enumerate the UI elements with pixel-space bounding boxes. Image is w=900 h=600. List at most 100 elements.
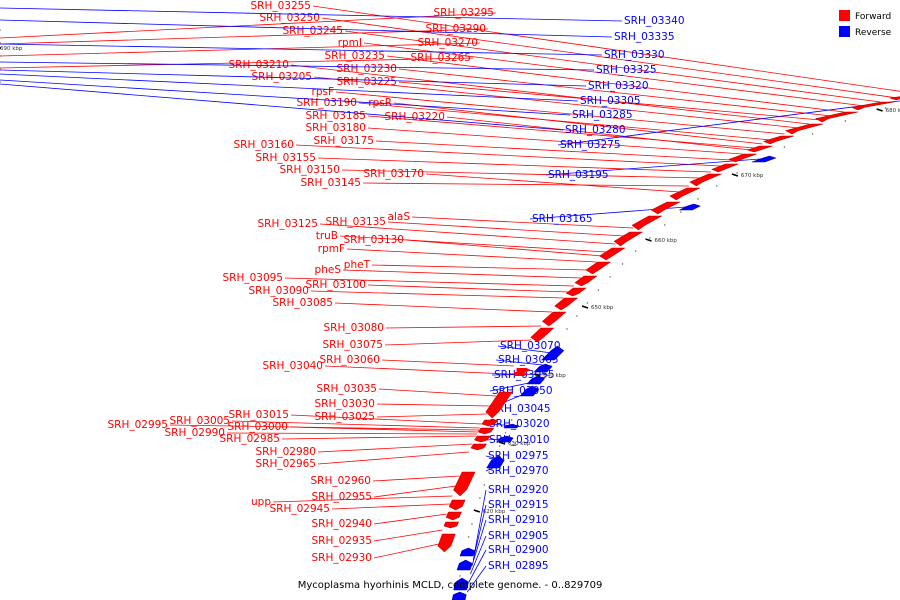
forward-label-leader bbox=[289, 426, 478, 433]
reverse-gene[interactable] bbox=[751, 155, 777, 163]
reverse-gene[interactable] bbox=[533, 363, 553, 373]
reverse-label-leader bbox=[468, 549, 487, 583]
forward-gene[interactable] bbox=[530, 327, 555, 343]
forward-gene[interactable] bbox=[850, 101, 895, 111]
forward-label-leader bbox=[169, 424, 479, 431]
forward-gene[interactable] bbox=[669, 187, 701, 201]
forward-gene-label: upp bbox=[251, 496, 271, 508]
forward-gene[interactable] bbox=[477, 427, 495, 435]
forward-label-leader bbox=[324, 365, 509, 375]
forward-gene[interactable] bbox=[516, 368, 531, 372]
reverse-gene-label: SRH_02915 bbox=[488, 499, 549, 511]
reverse-gene[interactable] bbox=[456, 559, 473, 571]
forward-gene[interactable] bbox=[613, 231, 644, 247]
reverse-label-leader bbox=[466, 565, 487, 593]
forward-gene-label: SRH_03005 bbox=[169, 415, 230, 427]
forward-label-leader bbox=[376, 403, 491, 407]
forward-gene[interactable] bbox=[554, 297, 579, 311]
forward-label-leader bbox=[411, 216, 634, 229]
forward-label-leader bbox=[290, 414, 482, 425]
forward-label-leader bbox=[331, 503, 451, 510]
reverse-gene-label: SRH_03275 bbox=[560, 139, 621, 151]
forward-gene-label: pheS bbox=[315, 264, 342, 276]
forward-gene[interactable] bbox=[481, 419, 499, 427]
tick-mark bbox=[534, 373, 541, 377]
forward-gene[interactable] bbox=[485, 391, 513, 419]
minor-tick bbox=[483, 484, 485, 486]
reverse-gene[interactable] bbox=[540, 345, 565, 361]
forward-label-leader bbox=[226, 432, 478, 435]
tick-mark bbox=[731, 173, 739, 177]
forward-gene[interactable] bbox=[650, 201, 681, 215]
forward-gene-label: SRH_03225 bbox=[336, 76, 397, 88]
reverse-gene[interactable] bbox=[453, 577, 469, 591]
reverse-gene[interactable] bbox=[679, 203, 701, 211]
forward-label-leader bbox=[319, 223, 616, 245]
forward-gene[interactable] bbox=[762, 135, 794, 145]
forward-label-leader bbox=[313, 76, 800, 129]
reverse-gene-label: SRH_02895 bbox=[488, 560, 549, 572]
forward-label-leader bbox=[341, 169, 702, 179]
forward-gene[interactable] bbox=[541, 311, 567, 327]
forward-gene-label: SRH_03190 bbox=[296, 97, 357, 109]
reverse-label-leader bbox=[0, 7, 623, 22]
reverse-gene[interactable] bbox=[486, 455, 505, 469]
forward-gene[interactable] bbox=[437, 533, 456, 553]
tick-label: 650 kbp bbox=[591, 305, 614, 311]
minor-tick bbox=[479, 497, 481, 499]
forward-label-leader bbox=[387, 221, 625, 237]
forward-gene[interactable] bbox=[443, 521, 459, 529]
forward-gene-label: SRH_03095 bbox=[222, 272, 283, 284]
forward-gene-label: SRH_02940 bbox=[311, 518, 372, 530]
tick-mark bbox=[498, 441, 506, 445]
forward-gene[interactable] bbox=[599, 247, 626, 261]
forward-gene[interactable] bbox=[728, 153, 757, 163]
legend-swatch bbox=[839, 26, 850, 37]
reverse-gene[interactable] bbox=[451, 591, 467, 600]
minor-tick bbox=[586, 302, 588, 304]
forward-gene[interactable] bbox=[784, 123, 824, 135]
forward-gene-label: pheT bbox=[344, 259, 371, 271]
forward-gene[interactable] bbox=[514, 372, 529, 376]
tick-label: 640 kbp bbox=[543, 373, 566, 379]
forward-label-leader bbox=[335, 91, 785, 135]
legend-swatch bbox=[839, 10, 850, 21]
forward-gene[interactable] bbox=[585, 261, 612, 275]
tick-label: 630 kbp bbox=[508, 441, 531, 447]
minor-tick bbox=[517, 406, 519, 408]
forward-gene[interactable] bbox=[474, 435, 491, 443]
minor-tick bbox=[597, 289, 600, 291]
reverse-gene[interactable] bbox=[459, 547, 476, 557]
forward-gene-label: SRH_03035 bbox=[316, 383, 377, 395]
forward-gene-label: SRH_03080 bbox=[323, 322, 384, 334]
reverse-gene[interactable] bbox=[496, 435, 514, 443]
features-layer bbox=[437, 94, 900, 600]
reverse-gene-label: SRH_03065 bbox=[498, 354, 559, 366]
forward-gene[interactable] bbox=[448, 499, 466, 511]
forward-gene-label: SRH_03180 bbox=[305, 122, 366, 134]
forward-label-leader bbox=[398, 68, 832, 117]
forward-label-leader bbox=[385, 325, 542, 329]
reverse-gene[interactable] bbox=[519, 385, 540, 397]
forward-gene-label: SRH_03160 bbox=[233, 139, 294, 151]
reverse-gene[interactable] bbox=[526, 375, 546, 385]
forward-gene[interactable] bbox=[889, 94, 900, 101]
forward-gene[interactable] bbox=[453, 471, 476, 497]
forward-label-leader bbox=[446, 116, 751, 151]
forward-gene[interactable] bbox=[689, 173, 722, 187]
forward-label-leader bbox=[367, 284, 569, 293]
reverse-gene[interactable] bbox=[503, 423, 520, 429]
forward-gene[interactable] bbox=[746, 145, 773, 153]
forward-gene[interactable] bbox=[814, 111, 859, 123]
forward-gene[interactable] bbox=[445, 511, 462, 521]
forward-gene-label: SRH_02985 bbox=[219, 433, 280, 445]
forward-gene[interactable] bbox=[565, 287, 587, 297]
forward-gene[interactable] bbox=[574, 275, 598, 287]
minor-tick bbox=[504, 432, 507, 434]
forward-gene[interactable] bbox=[631, 215, 662, 231]
reverse-gene-label: SRH_03285 bbox=[572, 109, 633, 121]
forward-gene[interactable] bbox=[470, 443, 487, 451]
forward-gene[interactable] bbox=[711, 163, 739, 173]
forward-label-leader bbox=[334, 302, 553, 313]
minor-tick bbox=[0, 81, 1, 83]
